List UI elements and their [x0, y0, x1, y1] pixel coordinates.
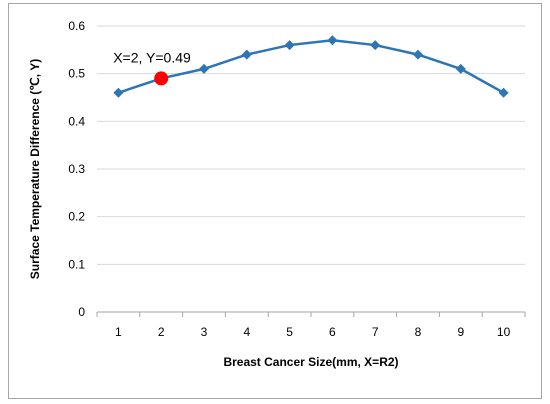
x-tick-label: 2: [158, 325, 165, 339]
y-axis-ticks: 0 0.1 0.2 0.3 0.4 0.5 0.6: [68, 19, 85, 319]
highlight-point: [154, 71, 169, 86]
series-line: [118, 39, 505, 94]
x-tick-label: 3: [201, 325, 208, 339]
x-tick-label: 6: [329, 325, 336, 339]
x-tick-label: 8: [415, 325, 422, 339]
x-tick-label: 9: [457, 325, 464, 339]
y-tick-label: 0: [78, 305, 85, 319]
line-chart: 0 0.1 0.2 0.3 0.4 0.5 0.6 1 2 3 4 5 6 7 8 9 10 Surface …: [28, 19, 526, 369]
y-tick-label: 0.6: [68, 19, 85, 33]
y-tick-label: 0.4: [68, 114, 85, 128]
highlight-annotation: X=2, Y=0.49: [113, 49, 191, 65]
y-tick-label: 0.3: [68, 162, 85, 176]
data-point: [284, 40, 295, 51]
data-point: [370, 40, 381, 51]
y-tick-label: 0.1: [68, 257, 85, 271]
y-axis-title: Surface Temperature Difference (℃, Y): [28, 59, 42, 279]
x-tick-label: 7: [372, 325, 379, 339]
data-point: [413, 49, 423, 60]
x-axis-title: Breast Cancer Size(mm, X=R2): [223, 355, 398, 369]
data-point: [113, 87, 124, 98]
y-tick-label: 0.2: [68, 210, 85, 224]
x-tick-label: 1: [115, 325, 122, 339]
x-axis-ticks: 1 2 3 4 5 6 7 8 9 10: [96, 312, 526, 339]
gridlines: [97, 25, 525, 265]
x-tick-label: 10: [497, 325, 511, 339]
data-point: [455, 63, 466, 74]
data-point: [498, 87, 509, 98]
data-point: [327, 35, 338, 46]
series-layer: [113, 35, 509, 98]
data-point: [241, 49, 252, 60]
data-point: [199, 63, 209, 74]
x-tick-label: 4: [243, 325, 250, 339]
x-tick-label: 5: [286, 325, 293, 339]
y-tick-label: 0.5: [68, 67, 85, 81]
chart-frame: 0 0.1 0.2 0.3 0.4 0.5 0.6 1 2 3 4 5 6 7 8 9 10 Surface …: [8, 3, 542, 399]
